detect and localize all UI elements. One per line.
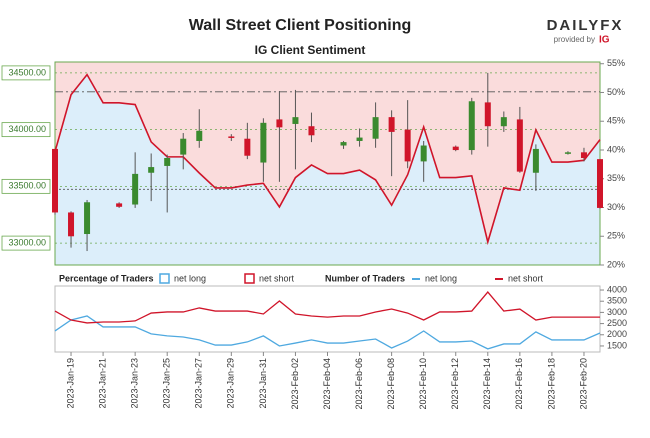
- x-tick-label: 2023-Feb-20: [578, 358, 588, 410]
- candle-body: [404, 129, 411, 162]
- y2-tick-label: 25%: [607, 231, 625, 241]
- legend-label: net long: [174, 273, 206, 283]
- y-tick-label: 2000: [607, 329, 627, 339]
- legend-label: net long: [425, 273, 457, 283]
- x-tick-label: 2023-Jan-31: [258, 358, 268, 409]
- candle-body: [308, 126, 315, 136]
- x-tick-label: 2023-Feb-04: [322, 358, 332, 410]
- candle-body: [260, 122, 267, 163]
- candle-body: [484, 102, 491, 127]
- legend-label: net short: [508, 273, 544, 283]
- y-tick-box: [1, 65, 51, 81]
- chart-title: Wall Street Client Positioning: [189, 17, 412, 34]
- y-tick-label: 3000: [607, 307, 627, 317]
- candle-body: [580, 152, 587, 158]
- net-short-area: [55, 62, 600, 242]
- x-tick-label: 2023-Feb-16: [514, 358, 524, 410]
- candle-body: [68, 212, 75, 237]
- y2-tick-label: 50%: [607, 87, 625, 97]
- candle-body: [597, 159, 603, 208]
- candle-body: [276, 119, 283, 128]
- y2-tick-label: 55%: [607, 58, 625, 68]
- lower-frame: [54, 285, 601, 353]
- legend-swatch: [244, 273, 255, 284]
- trader-line: [54, 315, 601, 350]
- y2-tick-label: 45%: [607, 116, 625, 126]
- candle-body: [516, 119, 523, 172]
- candle-body: [500, 117, 507, 127]
- candle-body: [116, 203, 123, 207]
- y-tick-label: 33000.00: [8, 237, 46, 247]
- chart-subtitle: IG Client Sentiment: [255, 43, 366, 57]
- x-tick-label: 2023-Feb-10: [418, 358, 428, 410]
- brand-note: provided by: [554, 35, 595, 44]
- x-tick-label: 2023-Jan-25: [162, 358, 172, 409]
- candle-body: [532, 148, 539, 173]
- candle-body: [132, 173, 139, 205]
- y2-tick-label: 30%: [607, 202, 625, 212]
- candle-body: [356, 137, 363, 141]
- candle-body: [468, 101, 475, 151]
- candle-body: [52, 148, 58, 213]
- candle-body: [420, 145, 427, 162]
- candle-body: [452, 146, 459, 151]
- net-short-line: [54, 73, 601, 246]
- y2-tick-label: 40%: [607, 144, 625, 154]
- legend-label: net short: [259, 273, 295, 283]
- x-tick-label: 2023-Jan-23: [130, 358, 140, 409]
- candle-body: [564, 152, 571, 154]
- x-tick-label: 2023-Jan-27: [194, 358, 204, 409]
- candle-body: [180, 138, 187, 155]
- candle-body: [148, 167, 155, 173]
- y-tick-label: 1500: [607, 340, 627, 350]
- candle-body: [84, 202, 91, 235]
- candle-body: [340, 142, 347, 146]
- y-tick-label: 33500.00: [8, 181, 46, 191]
- candle-body: [244, 138, 251, 156]
- candle-body: [372, 117, 379, 139]
- y-tick-label: 3500: [607, 296, 627, 306]
- y2-tick-label: 20%: [607, 259, 625, 269]
- legend-swatch: [159, 273, 170, 284]
- y-tick-label: 4000: [607, 284, 627, 294]
- candle-body: [196, 130, 203, 141]
- y-tick-label: 2500: [607, 318, 627, 328]
- y-tick-label: 34500.00: [8, 67, 46, 77]
- candle-body: [228, 136, 235, 138]
- candle-body: [292, 117, 299, 124]
- x-tick-label: 2023-Jan-19: [65, 358, 75, 409]
- brand: DAILYFX: [547, 17, 624, 34]
- x-tick-label: 2023-Feb-12: [450, 358, 460, 410]
- x-tick-label: 2023-Feb-14: [482, 358, 492, 410]
- x-tick-label: 2023-Feb-08: [386, 358, 396, 410]
- x-tick-label: 2023-Feb-06: [354, 358, 364, 410]
- y-tick-box: [1, 122, 51, 138]
- x-tick-label: 2023-Feb-18: [546, 358, 556, 410]
- y2-tick-label: 35%: [607, 173, 625, 183]
- x-tick-label: 2023-Jan-29: [226, 358, 236, 409]
- candle-body: [388, 117, 395, 132]
- x-tick-label: 2023-Jan-21: [97, 358, 107, 409]
- candle-body: [164, 157, 171, 166]
- brand-partner: IG: [599, 35, 610, 46]
- y-tick-label: 34000.00: [8, 124, 46, 134]
- y-tick-box: [1, 235, 51, 251]
- x-tick-label: 2023-Feb-02: [290, 358, 300, 410]
- trader-line: [54, 291, 600, 324]
- y-tick-box: [1, 178, 51, 194]
- legend-title: Percentage of Traders: [59, 273, 154, 283]
- legend-title: Number of Traders: [325, 273, 405, 283]
